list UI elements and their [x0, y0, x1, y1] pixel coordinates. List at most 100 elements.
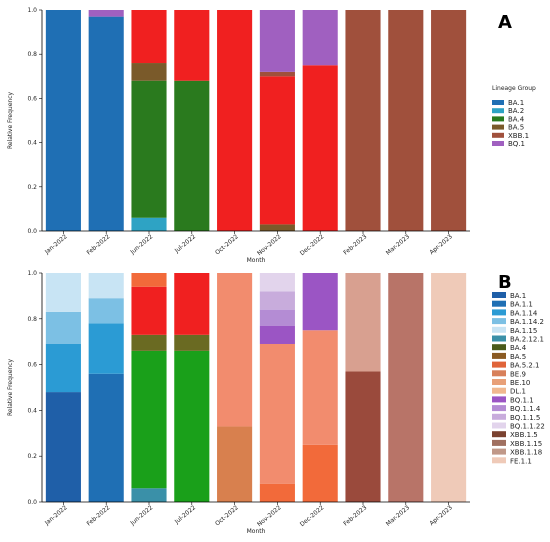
bar-segment — [45, 311, 81, 344]
panel-a: 0.0 0.2 0.4 0.6 0.8 1.0 Jan-2022 Feb-2022 Jun-20… — [7, 7, 536, 264]
x-tick-label: Jun-2022 — [128, 504, 154, 527]
x-tick-label: Jul-2022 — [173, 504, 197, 526]
bar-segment — [259, 71, 295, 77]
bar-segment — [259, 76, 295, 225]
legend-label: BE.9 — [510, 370, 526, 378]
legend-swatch — [492, 116, 504, 122]
legend-swatch — [492, 309, 506, 316]
x-tick-label: Feb-2022 — [85, 233, 111, 257]
legend-swatch — [492, 370, 506, 377]
legend-swatch — [492, 132, 504, 138]
y-tick-label: 1.0 — [27, 270, 37, 277]
x-tick-label: Apr-2023 — [428, 233, 454, 256]
x-tick-label: Feb-2023 — [342, 233, 368, 257]
legend-label: BA.5.2.1 — [510, 362, 540, 370]
legend-swatch — [492, 335, 506, 342]
bar-segment — [217, 10, 253, 231]
y-tick-label: 0.0 — [27, 499, 37, 506]
x-tick-label: Mar-2023 — [385, 233, 411, 257]
legend-label: BQ.1 — [508, 140, 525, 148]
legend-swatch — [492, 326, 506, 333]
x-tick-label: Nov-2022 — [256, 504, 283, 528]
x-axis-label: Month — [247, 528, 266, 535]
y-tick-label: 0.2 — [27, 184, 37, 191]
legend-label: XBB.1.18 — [510, 449, 542, 457]
legend-label: XBB.1.15 — [510, 440, 542, 448]
y-tick-label: 0.4 — [27, 140, 37, 147]
x-tick-label: Feb-2022 — [85, 504, 111, 528]
legend-swatch — [492, 352, 506, 359]
legend-label: BA.2 — [508, 107, 524, 115]
x-axis-label: Month — [247, 257, 266, 264]
legend-label: BA.4 — [510, 344, 527, 352]
bar-segment — [174, 10, 210, 81]
bar-segment — [131, 488, 167, 502]
y-tick-label: 0.2 — [27, 453, 37, 460]
legend-label: BQ.1.1 — [510, 396, 534, 404]
bar-segment — [259, 10, 295, 72]
y-axis-label: Relative Frequency — [7, 359, 14, 417]
legend-label: BA.5 — [510, 353, 526, 361]
bar-segment — [302, 273, 338, 331]
bar-segment — [45, 392, 81, 502]
legend-label: BA.1 — [508, 99, 524, 107]
x-tick-label: Jan-2022 — [43, 233, 69, 256]
bar-segment — [345, 371, 381, 502]
x-tick-label: Jun-2022 — [128, 233, 154, 256]
bar-segment — [131, 217, 167, 231]
bar-segment — [388, 273, 424, 502]
legend-swatch — [492, 422, 506, 429]
bar-segment — [259, 273, 295, 292]
legend-label: DL.1 — [510, 388, 526, 396]
legend-swatch — [492, 448, 506, 455]
legend-swatch — [492, 344, 506, 351]
panel-letter: A — [498, 12, 512, 33]
bar-segment — [174, 273, 210, 335]
legend-label: BQ.1.1.4 — [510, 405, 541, 413]
bar-segment — [431, 10, 467, 231]
legend-label: BA.1.14 — [510, 309, 538, 317]
x-tick-label: Mar-2023 — [385, 504, 411, 528]
panel-letter: B — [498, 272, 512, 293]
bar-segment — [131, 10, 167, 64]
x-tick-label: Jul-2022 — [173, 233, 197, 255]
y-tick-label: 0.6 — [27, 362, 37, 369]
bar-segment — [345, 273, 381, 372]
x-tick-label: Dec-2022 — [299, 233, 326, 257]
legend-swatch — [492, 413, 506, 420]
bar-segment — [302, 65, 338, 231]
bar-segment — [302, 10, 338, 66]
legend-label: BA.1.14.2 — [510, 318, 544, 326]
bar-segment — [131, 63, 167, 81]
y-tick-label: 0.4 — [27, 407, 37, 414]
legend-swatch — [492, 431, 506, 438]
bar-segment — [88, 298, 124, 324]
bar-segment — [259, 483, 295, 502]
legend-swatch — [492, 379, 506, 385]
legend-label: FE.1.1 — [510, 457, 532, 465]
legend-label: XBB.1.5 — [510, 431, 538, 439]
bar-segment — [345, 10, 381, 231]
y-tick-label: 0.6 — [27, 95, 37, 102]
legend-label: XBB.1 — [508, 132, 529, 140]
legend-label: BA.1.15 — [510, 327, 537, 335]
legend-label: BQ.1.1.22 — [510, 423, 545, 431]
bar-segment — [45, 343, 81, 393]
legend-swatch — [492, 100, 504, 105]
legend-swatch — [492, 387, 506, 394]
x-tick-label: Apr-2023 — [428, 504, 454, 527]
bar-segment — [131, 80, 167, 218]
bar-segment — [88, 16, 124, 231]
x-tick-label: Oct-2022 — [214, 233, 240, 256]
legend-label: BA.5 — [508, 124, 524, 132]
y-tick-label: 0.8 — [27, 316, 37, 323]
legend-swatch — [492, 141, 504, 146]
bar-segment — [131, 286, 167, 335]
bar-segment — [45, 273, 81, 312]
legend-swatch — [492, 439, 506, 446]
bar-segment — [88, 10, 124, 17]
bar-segment — [431, 273, 467, 502]
y-axis-label: Relative Frequency — [7, 92, 14, 150]
bar-segment — [131, 334, 167, 351]
